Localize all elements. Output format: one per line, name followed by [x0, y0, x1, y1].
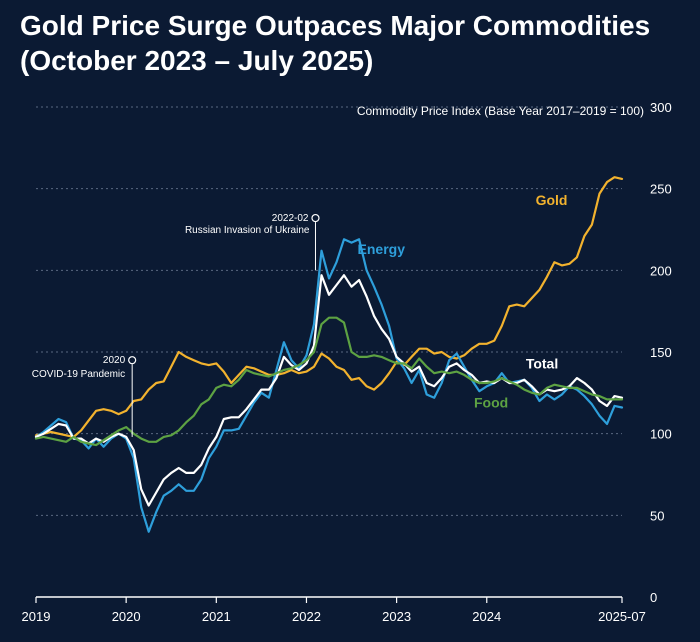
chart-title: Gold Price Surge Outpaces Major Commodit… [20, 8, 680, 78]
y-tick-label: 300 [650, 100, 672, 115]
grid-lines [36, 106, 622, 516]
annotation-marker [311, 213, 320, 223]
x-tick-label: 2021 [202, 609, 231, 624]
series-labels: Gold Energy Total Food [358, 192, 568, 411]
y-tick-label: 0 [650, 590, 657, 605]
series-label-food: Food [474, 395, 508, 411]
x-tick-label: 2019 [22, 609, 51, 624]
series-line-gold [34, 176, 624, 438]
x-tick-label: 2022 [292, 609, 321, 624]
series-lines [34, 176, 624, 533]
x-tick-label: 2020 [112, 609, 141, 624]
y-tick-label: 100 [650, 427, 672, 442]
chart-title-main: Gold Price Surge Outpaces Major Commodit… [20, 10, 651, 41]
chart-subtitle: (October 2023 – July 2025) [20, 45, 374, 76]
series-line-total [34, 274, 624, 507]
x-tick-labels: 2019 2020 2021 2022 2023 2024 2025-07 [22, 609, 646, 624]
y-tick-label: 200 [650, 263, 672, 278]
annotation-text: COVID-19 Pandemic [32, 369, 125, 380]
series-line-energy [34, 238, 624, 533]
axes [35, 596, 623, 603]
annotation-text: Russian Invasion of Ukraine [185, 225, 310, 236]
y-tick-labels: 0 50 100 150 200 250 300 [650, 100, 672, 605]
series-line-food [34, 316, 624, 447]
series-label-energy: Energy [358, 241, 406, 257]
y-tick-label: 50 [650, 508, 664, 523]
series-label-gold: Gold [536, 192, 568, 208]
x-tick-label: 2025-07 [598, 609, 646, 624]
series-label-total: Total [526, 355, 558, 371]
y-tick-label: 250 [650, 182, 672, 197]
y-axis-label: Commodity Price Index (Base Year 2017–20… [357, 104, 644, 118]
x-tick-label: 2024 [472, 609, 501, 624]
x-tick-label: 2023 [382, 609, 411, 624]
annotation-year: 2022-02 [272, 213, 309, 224]
y-tick-label: 150 [650, 345, 672, 360]
annotation-year: 2020 [103, 355, 126, 366]
annotation-marker [128, 356, 137, 365]
